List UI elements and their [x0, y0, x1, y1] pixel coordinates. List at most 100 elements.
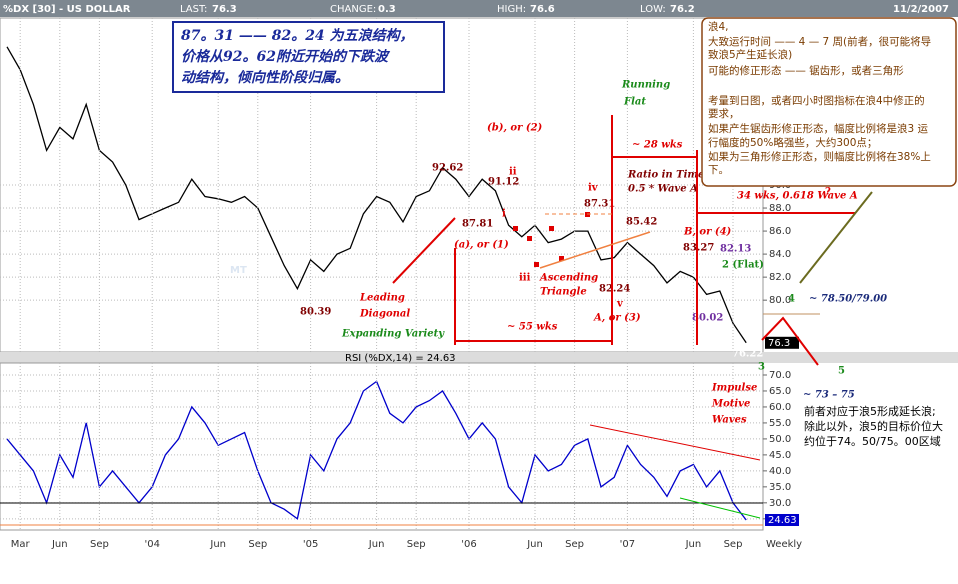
x-tick-label: Jun	[51, 539, 68, 550]
note-group: 前者对应于浪5形成延长浪;除此以外，浪5的目标价位大约位于74。50/75。00…	[804, 404, 943, 448]
stat-value: 76.2	[670, 4, 695, 15]
stat-label: HIGH:	[497, 4, 526, 15]
note-text: 下。	[708, 164, 729, 176]
annotation: Waves	[712, 415, 747, 426]
x-tick-label: Jun	[209, 539, 226, 550]
chart-title: %DX [30] - US DOLLAR	[3, 4, 131, 15]
stat-value: 76.3	[212, 4, 237, 15]
annotation: A, or (3)	[593, 313, 641, 324]
rsi-panel	[0, 362, 764, 531]
annotation: v	[616, 299, 624, 310]
annotation: ~ 73 – 75	[803, 390, 855, 401]
stat-label: CHANGE:	[330, 4, 376, 15]
annotation: 5	[838, 366, 845, 377]
y-tick-label: 84.0	[769, 249, 791, 260]
annotation: 87.31	[584, 199, 615, 210]
last-value-tag	[765, 336, 799, 349]
annotation: (a), or (1)	[454, 240, 509, 251]
x-tick-label: Sep	[248, 539, 267, 550]
annotation: ~ 78.50/79.00	[809, 294, 887, 305]
annotation: 92.62	[432, 163, 463, 174]
plot-layer: 80.082.084.086.088.090.076.325.030.035.0…	[0, 18, 887, 550]
x-tick-label: Sep	[724, 539, 743, 550]
annotation: 76.22	[732, 349, 763, 360]
y-tick-label: 70.0	[769, 370, 791, 381]
rsi-title: RSI (%DX,14) = 24.63	[345, 353, 456, 364]
last-value: 76.3	[768, 338, 790, 349]
note-text: 考量到日图，或者四小时图指标在浪4中修正的	[708, 94, 925, 107]
date: 11/2/2007	[893, 4, 949, 15]
annotation: 3	[758, 362, 765, 373]
x-tick-label: '05	[303, 539, 318, 550]
series-line	[6, 46, 747, 344]
annotation: 87.81	[462, 219, 493, 230]
y-tick-label: 80.0	[769, 295, 791, 306]
annotation: iv	[588, 183, 599, 194]
x-tick-label: Sep	[90, 539, 109, 550]
annotation: ~ 55 wks	[507, 322, 558, 333]
x-tick-label: Sep	[407, 539, 426, 550]
watermark: MT	[230, 265, 247, 276]
annotation: 82.24	[599, 284, 630, 295]
annotation: 91.12	[488, 177, 519, 188]
y-tick-label: 60.0	[769, 402, 791, 413]
annotation: ?	[825, 187, 831, 198]
x-tick-label: '04	[144, 539, 159, 550]
note-text: 浪4,	[708, 20, 729, 33]
x-tick-label: Jun	[526, 539, 543, 550]
note-text: 致浪5产生延长浪)	[708, 48, 792, 61]
y-tick-label: 88.0	[769, 203, 791, 214]
annotation: Ratio in Time	[627, 170, 704, 181]
annotation: 83.27	[683, 243, 714, 254]
note-box	[701, 17, 957, 187]
annotation: 85.42	[626, 217, 657, 228]
wave4-arrow	[799, 191, 873, 284]
annotation: ~ 28 wks	[632, 140, 683, 151]
annotation: iii	[519, 273, 531, 284]
rsi-trend	[589, 424, 761, 461]
note-text: 可能的修正形态 —— 锯齿形，或者三角形	[708, 64, 904, 77]
rsi-header	[0, 352, 958, 363]
annotation: 82.13	[720, 244, 751, 255]
annotation: Motive	[711, 399, 750, 410]
annotation: B, or (4)	[683, 227, 732, 238]
last-value-tag	[765, 513, 799, 526]
annotation: Expanding Variety	[341, 329, 445, 340]
annotation: (b), or (2)	[487, 123, 543, 134]
y-tick-label: 45.0	[769, 450, 791, 461]
x-tick-label: '06	[461, 539, 476, 550]
y-tick-label: 30.0	[769, 498, 791, 509]
stat-label: LAST:	[180, 4, 207, 15]
annotation: ii	[509, 167, 517, 178]
annotation: i	[502, 209, 506, 220]
annotation: Leading	[359, 293, 405, 304]
annotation: Running	[621, 80, 670, 91]
x-tick-label: Jun	[368, 539, 385, 550]
stat-value: 0.3	[378, 4, 396, 15]
y-tick-label: 55.0	[769, 418, 791, 429]
annotation: Diagonal	[359, 309, 410, 320]
rsi-trend	[679, 497, 761, 519]
y-tick-label: 35.0	[769, 482, 791, 493]
note-text: 价格从92。62附近开始的下跌波	[181, 48, 391, 65]
wave-guides	[392, 115, 855, 366]
note-text: 动结构，倾向性阶段归属。	[181, 69, 349, 86]
note-text: 要求，	[708, 108, 740, 120]
note-text: 如果为三角形修正形态，则幅度比例将在38%上	[708, 150, 931, 163]
note-text: 除此以外，浪5的目标价位大	[804, 419, 943, 433]
note-text: 约位于74。50/75。00区域	[804, 434, 941, 448]
header-bar	[0, 0, 958, 17]
note-text: 行幅度的50%略强些，大约300点；	[708, 136, 877, 149]
note-text: 如果产生锯齿形修正形态，幅度比例将是浪3 运	[708, 122, 929, 135]
y-tick-label: 65.0	[769, 386, 791, 397]
annotation: Triangle	[540, 287, 587, 298]
annotation: Ascending	[539, 273, 598, 284]
y-tick-label: 82.0	[769, 272, 791, 283]
note-text: 87。31 —— 82。24 为五浪结构，	[181, 27, 414, 44]
x-axis-note: Weekly	[766, 539, 802, 550]
annotation: Impulse	[711, 383, 757, 394]
x-tick-label: '07	[620, 539, 635, 550]
